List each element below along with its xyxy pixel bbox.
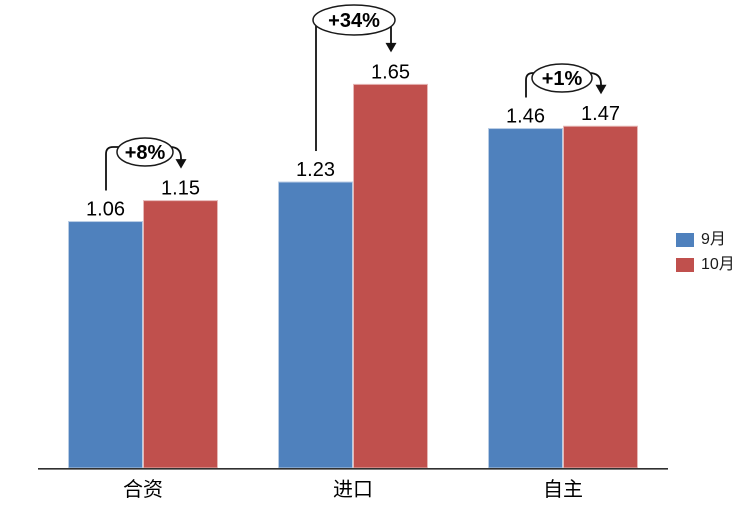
annotation-arrowhead-icon xyxy=(595,84,607,95)
annotation-arrowhead-icon xyxy=(175,159,187,169)
bar-9月-进口 xyxy=(278,181,353,469)
value-label-10月-自主: 1.47 xyxy=(581,103,620,125)
annotation-connector xyxy=(105,146,120,191)
legend-label-september: 9月 xyxy=(701,231,726,248)
value-label-10月-合资: 1.15 xyxy=(161,178,200,200)
bar-10月-自主 xyxy=(563,125,638,469)
value-label-9月-进口: 1.23 xyxy=(296,159,335,181)
annotation-label: +1% xyxy=(542,68,583,90)
annotation-ellipse xyxy=(116,137,174,167)
value-label-9月-合资: 1.06 xyxy=(86,199,125,221)
legend-swatch-september xyxy=(676,232,694,247)
annotation-合资: +8% xyxy=(105,137,187,191)
x-axis-label-合资: 合资 xyxy=(123,478,163,501)
annotation-ellipse xyxy=(531,63,593,93)
value-label-10月-进口: 1.65 xyxy=(371,61,410,83)
annotation-arrow-line xyxy=(588,72,602,86)
annotation-arrowhead-icon xyxy=(385,42,397,53)
bar-9月-自主 xyxy=(488,128,563,469)
annotation-label: +8% xyxy=(125,142,166,164)
legend-swatch-october xyxy=(676,257,694,272)
x-axis-label-自主: 自主 xyxy=(543,478,583,501)
x-axis-label-进口: 进口 xyxy=(333,478,373,501)
annotation-自主: +1% xyxy=(525,63,607,98)
bar-10月-进口 xyxy=(353,83,428,469)
annotation-进口: +34% xyxy=(312,4,397,152)
bar-10月-合资 xyxy=(143,200,218,469)
bar-9月-合资 xyxy=(68,221,143,469)
legend: 9月 10月 xyxy=(676,231,735,273)
legend-label-october: 10月 xyxy=(701,256,735,273)
annotation-ellipse xyxy=(312,4,396,36)
value-label-9月-自主: 1.46 xyxy=(506,106,545,128)
annotation-label: +34% xyxy=(328,10,380,32)
legend-item-october: 10月 xyxy=(676,256,735,273)
legend-item-september: 9月 xyxy=(676,231,735,248)
